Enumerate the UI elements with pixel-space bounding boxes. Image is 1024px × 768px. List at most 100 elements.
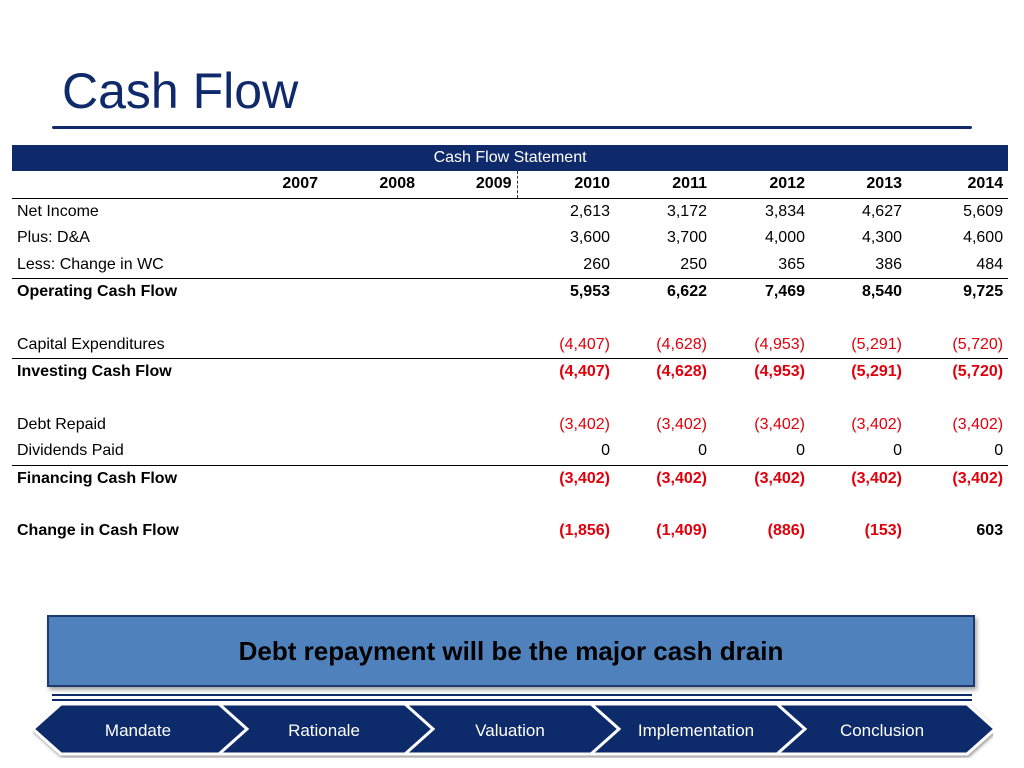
- nav-chevrons: [33, 704, 993, 756]
- value-cell: (3,402): [754, 415, 805, 433]
- value-cell: (4,407): [559, 335, 610, 353]
- table-row-debt: Debt Repaid (3,402) (3,402) (3,402) (3,402) (…: [12, 412, 1008, 439]
- value-cell: (3,402): [952, 415, 1004, 433]
- value-cell: 2,613: [569, 202, 610, 220]
- value-cell: 3,834: [764, 202, 805, 220]
- row-label: Change in Cash Flow: [17, 522, 179, 540]
- value-cell: (5,291): [851, 335, 902, 353]
- nav-chevron-conclusion[interactable]: [773, 704, 993, 756]
- nav-item-valuation[interactable]: Valuation: [475, 721, 545, 740]
- spacer-cell: [12, 492, 1008, 518]
- empty-cell: [323, 252, 420, 279]
- empty-cell: [226, 332, 323, 359]
- empty-cell: [323, 332, 420, 359]
- value-cell: (3,402): [712, 464, 810, 492]
- nav-item-mandate[interactable]: Mandate: [104, 721, 172, 740]
- value-cell: (3,402): [810, 464, 907, 492]
- empty-cell: [226, 438, 323, 465]
- year-header-row: 2007 2008 2009 2010 2011 2012 2013 2014: [12, 171, 1009, 199]
- value-cell: 250: [680, 255, 707, 273]
- empty-cell: [226, 358, 323, 386]
- row-label: Capital Expenditures: [17, 335, 165, 353]
- value-cell: 5,953: [517, 278, 615, 306]
- row-label: Plus: D&A: [17, 229, 90, 247]
- callout-text: Debt repayment will be the major cash dr…: [238, 635, 784, 666]
- value-cell: (4,628): [656, 335, 707, 353]
- empty-cell: [323, 412, 420, 439]
- nav-divider-top: [52, 694, 972, 696]
- value-cell: (3,402): [656, 415, 707, 433]
- section-navigation: Mandate Rationale Valuation Implementati…: [33, 704, 993, 758]
- table-row-da: Plus: D&A 3,600 3,700 4,000 4,300 4,600: [12, 225, 1008, 252]
- row-label: Net Income: [17, 202, 99, 220]
- value-cell: 603: [976, 522, 1004, 540]
- value-cell: (3,402): [517, 464, 615, 492]
- value-cell: 9,725: [907, 278, 1009, 306]
- table-row-wc: Less: Change in WC 260 250 365 386 484: [12, 252, 1008, 279]
- table-row-icf: Investing Cash Flow (4,407) (4,628) (4,953)…: [12, 358, 1009, 386]
- value-cell: (5,720): [907, 358, 1009, 386]
- value-cell: 3,700: [666, 229, 707, 247]
- table-row-net-income: Net Income 2,613 3,172 3,834 4,627 5,609: [12, 198, 1008, 225]
- value-cell: (886): [767, 522, 805, 540]
- row-label: Dividends Paid: [17, 442, 124, 460]
- year-2008: 2008: [323, 171, 420, 199]
- value-cell: 4,000: [764, 229, 805, 247]
- year-2012: 2012: [712, 171, 810, 199]
- empty-cell: [420, 278, 517, 306]
- empty-cell: [420, 358, 517, 386]
- empty-cell: [323, 198, 420, 225]
- table-header: Cash Flow Statement: [12, 145, 1009, 171]
- slide-title: Cash Flow: [62, 63, 299, 119]
- empty-cell: [420, 412, 517, 439]
- value-cell: 0: [994, 442, 1004, 460]
- year-blank: [12, 171, 226, 199]
- empty-cell: [226, 198, 323, 225]
- value-cell: 484: [976, 255, 1004, 273]
- spacer-row: [12, 492, 1008, 518]
- nav-item-conclusion[interactable]: Conclusion: [839, 721, 925, 740]
- value-cell: (3,402): [907, 464, 1009, 492]
- value-cell: 7,469: [712, 278, 810, 306]
- nav-item-rationale[interactable]: Rationale: [288, 721, 360, 740]
- empty-cell: [420, 464, 517, 492]
- spacer-cell: [12, 306, 1008, 332]
- value-cell: 260: [583, 255, 610, 273]
- nav-divider-bottom: [52, 699, 972, 701]
- table-row-fcf: Financing Cash Flow (3,402) (3,402) (3,402)…: [12, 464, 1009, 492]
- value-cell: (4,953): [754, 335, 805, 353]
- nav-item-implementation[interactable]: Implementation: [637, 721, 755, 740]
- value-cell: 386: [875, 255, 902, 273]
- table-row-change: Change in Cash Flow (1,856) (1,409) (886) (1…: [12, 518, 1008, 545]
- year-2014: 2014: [907, 171, 1009, 199]
- empty-cell: [323, 278, 420, 306]
- empty-cell: [420, 332, 517, 359]
- value-cell: 3,172: [666, 202, 707, 220]
- spacer-cell: [12, 386, 1008, 412]
- key-takeaway-callout: Debt repayment will be the major cash dr…: [47, 615, 975, 687]
- empty-cell: [226, 518, 323, 545]
- value-cell: (4,628): [615, 358, 712, 386]
- empty-cell: [420, 518, 517, 545]
- year-2010: 2010: [517, 171, 615, 199]
- year-2011: 2011: [615, 171, 712, 199]
- empty-cell: [323, 518, 420, 545]
- empty-cell: [226, 412, 323, 439]
- empty-cell: [226, 464, 323, 492]
- table-row-ocf: Operating Cash Flow 5,953 6,622 7,469 8,540 9…: [12, 278, 1009, 306]
- spacer-row: [12, 306, 1008, 332]
- year-2009: 2009: [420, 171, 518, 199]
- value-cell: (3,402): [559, 415, 610, 433]
- row-label: Operating Cash Flow: [12, 278, 226, 306]
- value-cell: 4,627: [861, 202, 902, 220]
- cash-flow-table: Cash Flow Statement 2007 2008 2009 2010 …: [12, 145, 1009, 545]
- value-cell: 3,600: [569, 229, 610, 247]
- empty-cell: [420, 198, 517, 225]
- row-label: Debt Repaid: [17, 415, 106, 433]
- title-underline: [52, 126, 972, 129]
- table-header-row: Cash Flow Statement: [12, 145, 1009, 171]
- value-cell: (1,409): [656, 522, 707, 540]
- value-cell: 4,600: [963, 229, 1004, 247]
- value-cell: 0: [796, 442, 805, 460]
- value-cell: (4,407): [517, 358, 615, 386]
